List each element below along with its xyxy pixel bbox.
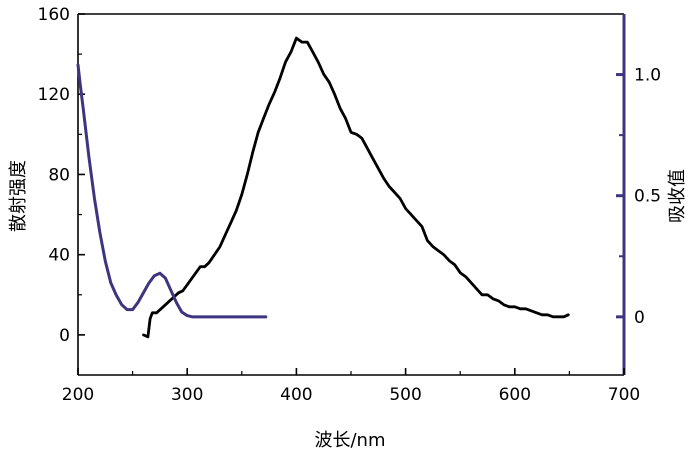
x-axis: 200 300 400 500 600 700 [62,368,640,405]
left-y-tick-label: 0 [59,326,70,346]
left-y-tick-label: 40 [48,246,70,266]
right-y-axis: 0 0.5 1.0 [616,66,661,328]
left-y-tick-label: 160 [38,5,70,25]
left-y-tick-label: 120 [38,85,70,105]
plot-frame [77,13,626,376]
right-y-tick-label: 1.0 [634,66,661,86]
x-axis-title: 波长/nm [314,430,385,451]
right-y-axis-title: 吸收值 [667,169,688,223]
right-y-tick-label: 0 [634,308,645,328]
x-tick-label: 400 [280,385,312,405]
x-tick-label: 500 [389,385,421,405]
x-tick-label: 200 [62,385,94,405]
x-tick-label: 700 [608,385,640,405]
left-y-tick-label: 80 [48,165,70,185]
series-layer [76,36,570,339]
absorbance-series-line [76,63,268,319]
left-y-axis-title: 散射强度 [8,160,29,232]
scattering-series-line [142,36,570,339]
x-tick-label: 600 [499,385,531,405]
right-y-tick-label: 0.5 [634,187,661,207]
x-tick-label: 300 [171,385,203,405]
